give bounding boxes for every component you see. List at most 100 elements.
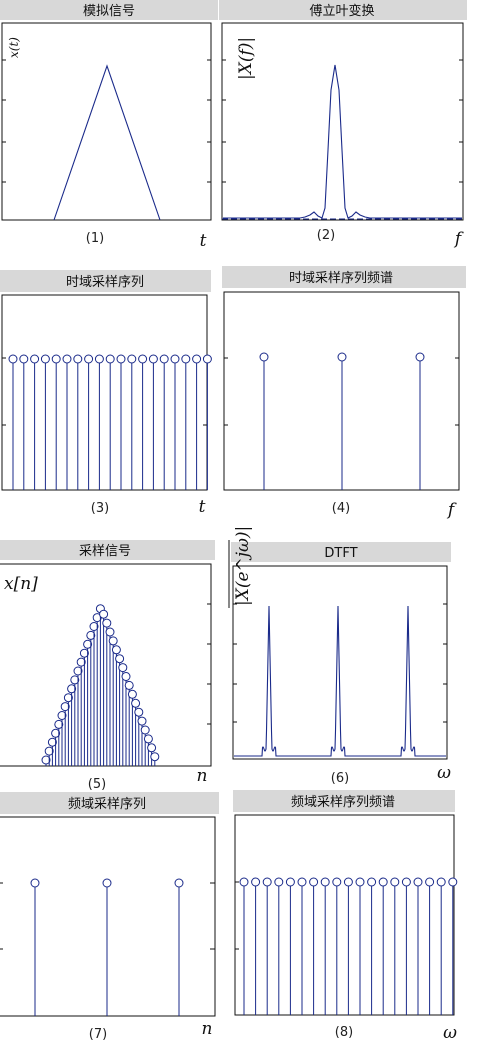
sequence-sample-marker	[89, 622, 99, 631]
sinc-squared-spectrum-line	[223, 64, 462, 219]
panel-6-xvar: ω	[437, 763, 451, 783]
panel-1-ylabel: x(t)	[7, 37, 21, 58]
dtft-periodic-spectrum-line	[234, 605, 446, 757]
sequence-sample-marker	[102, 618, 112, 628]
sequence-sample-marker	[76, 657, 86, 667]
sequence-sample-marker	[54, 719, 64, 729]
panel-4-xvar: f	[446, 500, 457, 520]
sequence-sample-marker	[47, 737, 57, 747]
panel-5-ylabel: x[n]	[4, 574, 38, 594]
time-sample-marker	[170, 354, 180, 364]
panel-4-header	[222, 266, 466, 288]
panel-1-header	[0, 0, 218, 20]
panel-frequency-sampling-sequence: 频域采样序列 (7) n	[0, 792, 219, 1042]
triangle-signal-line	[53, 64, 161, 221]
panel-1-xvar: t	[200, 231, 207, 251]
sequence-sample-marker	[143, 734, 153, 744]
panel-6-title: DTFT	[324, 546, 357, 561]
frequency-sample-marker	[174, 878, 184, 888]
panel-7-header	[0, 792, 219, 814]
periodic-spectrum-marker	[297, 877, 307, 887]
frequency-sample-marker	[102, 878, 112, 888]
time-sample-marker	[19, 354, 29, 364]
panel-2-ylabel: |X(f)|	[236, 37, 256, 80]
time-sample-marker	[30, 354, 40, 364]
panel-1-axes	[1, 22, 212, 221]
panel-3-axes	[1, 294, 208, 491]
periodic-spectrum-marker	[413, 877, 423, 887]
discrete-triangle-stems	[41, 604, 160, 766]
sequence-sample-marker	[99, 609, 109, 619]
sequence-sample-marker	[70, 675, 80, 685]
spectrum-impulse-marker	[337, 352, 347, 362]
panel-2-caption: (2)	[317, 228, 335, 243]
time-sample-marker	[127, 354, 137, 364]
spectrum-impulse-marker	[415, 352, 425, 362]
panel-4-caption: (4)	[332, 501, 350, 516]
time-sample-marker	[8, 354, 18, 364]
panel-4-title: 时域采样序列频谱	[289, 271, 393, 286]
sequence-sample-marker	[115, 654, 125, 664]
sequence-sample-marker	[44, 746, 54, 756]
panel-5-header	[0, 540, 215, 560]
periodic-spectrum-marker	[343, 877, 353, 887]
spectrum-impulse-marker	[259, 352, 269, 362]
sequence-sample-marker	[108, 636, 118, 646]
sequence-sample-marker	[51, 728, 61, 738]
sequence-sample-marker	[63, 693, 73, 703]
time-sample-marker	[202, 354, 212, 364]
sequence-sample-marker	[60, 702, 70, 712]
periodic-spectrum-marker	[262, 877, 272, 887]
panel-5-xvar: n	[197, 766, 208, 786]
time-sample-marker	[181, 354, 191, 364]
sequence-sample-marker	[124, 680, 134, 690]
panel-7-caption: (7)	[89, 1027, 107, 1042]
panel-2-xvar: f	[453, 229, 464, 249]
panel-6-caption: (6)	[331, 771, 349, 786]
time-sample-marker	[62, 354, 72, 364]
time-sample-marker	[73, 354, 83, 364]
spectrum-impulse-stems	[259, 352, 425, 490]
frequency-sample-stems	[30, 878, 184, 1016]
panel-5-title: 采样信号	[79, 544, 131, 559]
periodic-spectrum-marker	[367, 877, 377, 887]
time-sample-marker	[40, 354, 50, 364]
panel-6-header	[231, 542, 451, 562]
panel-dtft: DTFT |X(e^jω)| (6) ω	[228, 526, 451, 786]
time-sample-marker	[94, 354, 104, 364]
panel-analog-signal: 模拟信号 x(t) (1) t	[0, 0, 218, 251]
panel-frequency-sampling-spectrum: 频域采样序列频谱 (8) ω	[233, 790, 458, 1043]
sequence-sample-marker	[111, 645, 121, 655]
periodic-spectrum-marker	[285, 877, 295, 887]
frequency-sample-marker	[30, 878, 40, 888]
panel-2-title: 傅立叶变换	[309, 3, 374, 19]
time-sample-marker	[159, 354, 169, 364]
panel-fourier-transform: 傅立叶变换 |X(f)| (2) f	[219, 0, 467, 249]
time-sample-marker	[148, 354, 158, 364]
sequence-sample-marker	[147, 743, 157, 753]
periodic-spectrum-marker	[332, 877, 342, 887]
periodic-spectrum-marker	[239, 877, 249, 887]
time-sample-marker	[192, 354, 202, 364]
panel-1-caption: (1)	[86, 231, 104, 246]
time-sample-marker	[138, 354, 148, 364]
periodic-spectrum-marker	[274, 877, 284, 887]
panel-7-xvar: n	[202, 1019, 213, 1039]
sequence-sample-marker	[150, 752, 160, 762]
panel-2-axes	[221, 22, 464, 221]
periodic-spectrum-marker	[378, 877, 388, 887]
periodic-spectrum-marker	[425, 877, 435, 887]
periodic-spectrum-marker	[251, 877, 261, 887]
panel-time-sampling-spectrum: 时域采样序列频谱 (4) f	[222, 266, 466, 520]
sequence-sample-marker	[121, 672, 131, 681]
panel-3-caption: (3)	[91, 501, 109, 516]
sample-stems	[8, 354, 212, 490]
panel-8-title: 频域采样序列频谱	[291, 795, 395, 810]
periodic-spectrum-marker	[355, 877, 365, 887]
time-sample-marker	[84, 354, 94, 364]
sequence-sample-marker	[140, 725, 150, 735]
sequence-sample-marker	[57, 711, 67, 720]
sequence-sample-marker	[118, 663, 128, 673]
periodic-spectrum-marker	[436, 877, 446, 887]
